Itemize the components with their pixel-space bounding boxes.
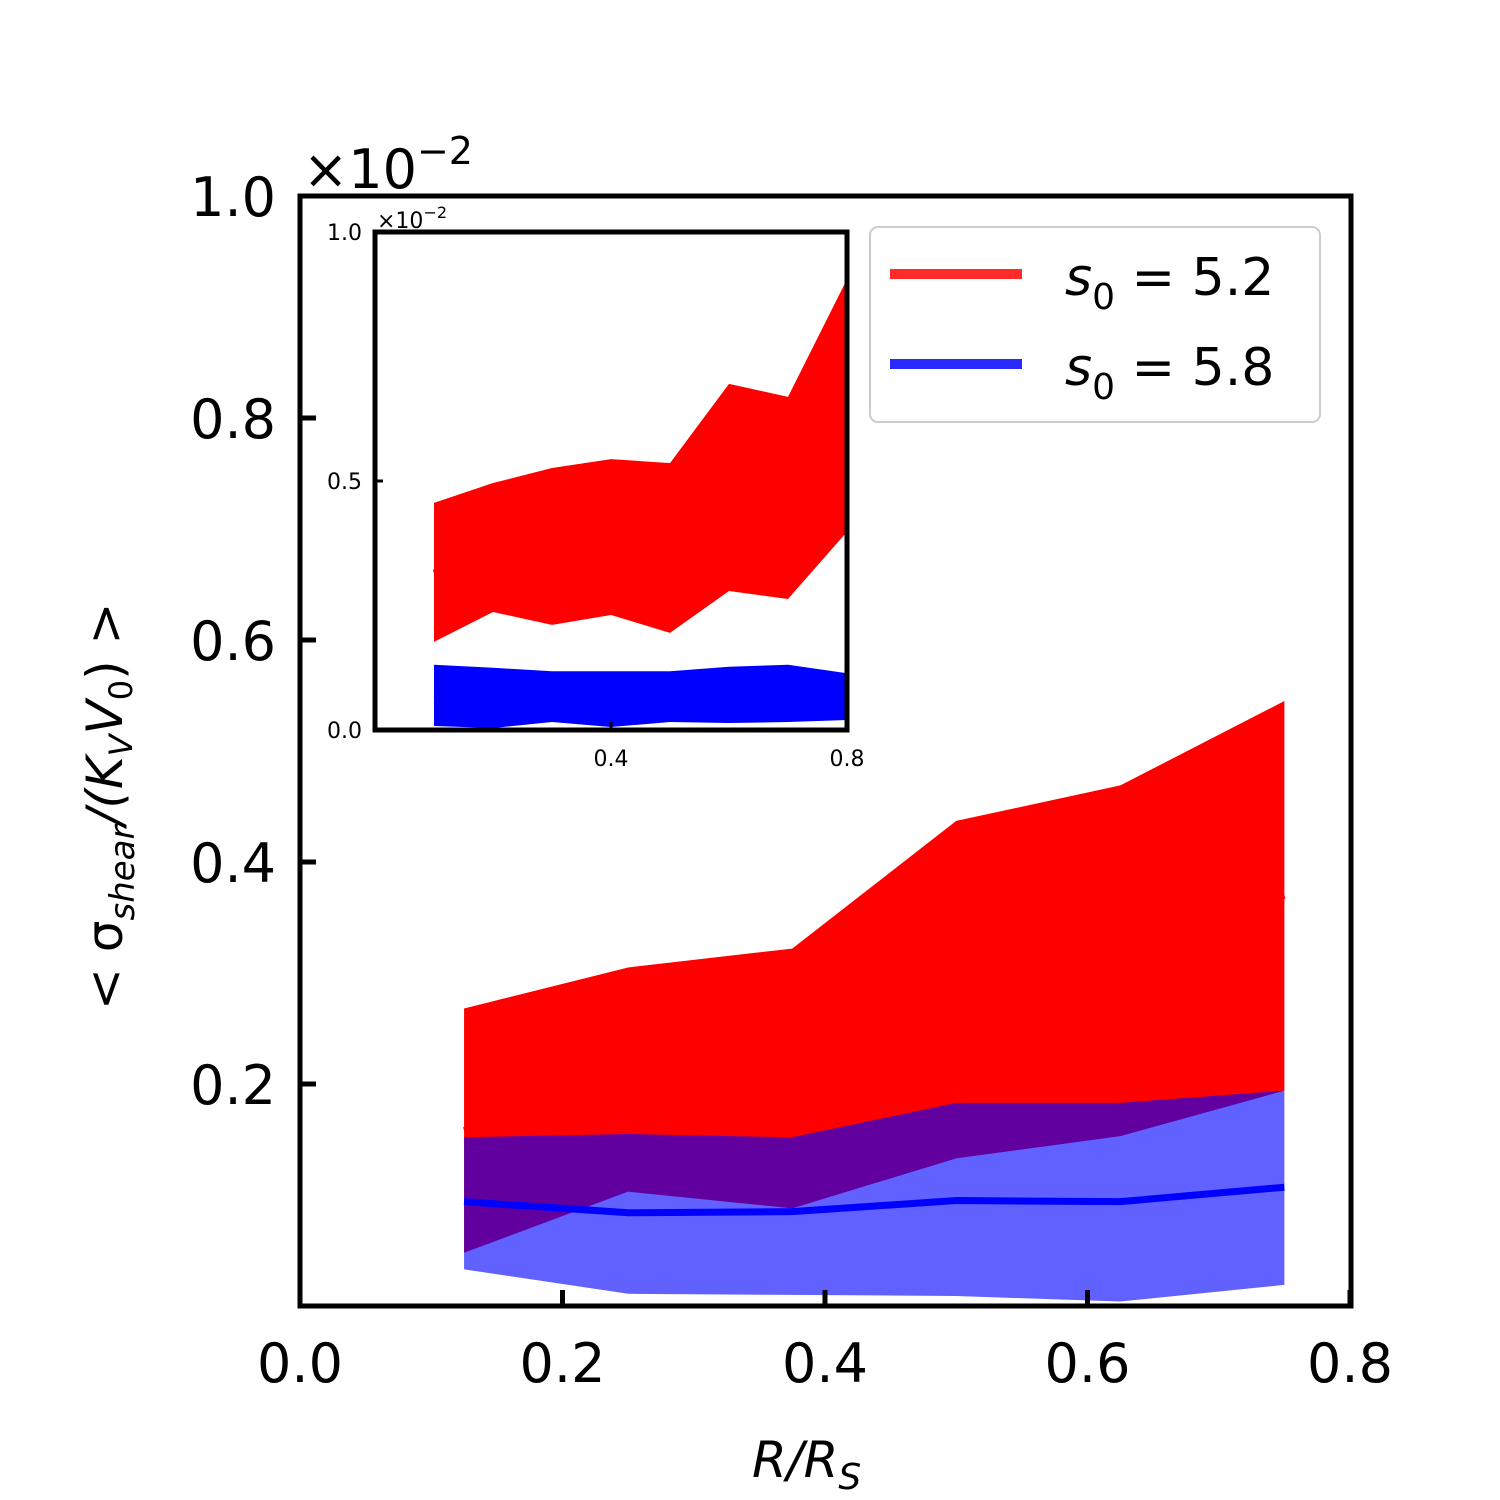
legend-label-s0-5.2: s0 = 5.2 — [1065, 248, 1274, 318]
x-tick-label: 0.2 — [520, 1332, 606, 1395]
main-bands — [463, 701, 1286, 1302]
y-axis-label: < σshear/(KVV0) > — [76, 603, 143, 1010]
inset-ticks: 0.4 0.8 0.0 0.5 1.0 — [327, 221, 865, 772]
legend-label-s0-5.8: s0 = 5.8 — [1065, 338, 1274, 408]
y-tick-label: 0.6 — [190, 610, 276, 673]
x-tick-label: 0.0 — [257, 1332, 343, 1395]
y-tick-label: 0.2 — [190, 1054, 276, 1117]
x-tick-label: 0.6 — [1045, 1332, 1131, 1395]
legend: s0 = 5.2 s0 = 5.8 — [869, 226, 1321, 423]
inset-x-tick-label: 0.8 — [830, 747, 865, 772]
inset-y-tick-label: 0.5 — [327, 470, 362, 495]
x-axis-label: R/RS — [752, 1431, 861, 1498]
main-plot-area: 0.0 0.2 0.4 0.6 0.8 0.2 0.4 0.6 0.8 1.0 — [190, 166, 1393, 1395]
band-s0-5.2 — [434, 279, 847, 642]
x-tick-label: 0.8 — [1307, 1332, 1393, 1395]
main-offset-label: ×10−2 — [303, 129, 473, 201]
band-s0-5.8 — [464, 1090, 1285, 1302]
band-s0-5.8 — [434, 664, 847, 729]
legend-item-s0-5.8[interactable]: s0 = 5.8 — [890, 338, 1274, 408]
y-tick-label: 0.8 — [190, 388, 276, 451]
inset-x-tick-label: 0.4 — [594, 747, 629, 772]
inset-bands — [432, 279, 847, 729]
inset-y-tick-label: 0.0 — [327, 719, 362, 744]
y-tick-label: 0.4 — [190, 832, 276, 895]
inset-y-tick-label: 1.0 — [327, 221, 362, 246]
y-tick-label: 1.0 — [190, 166, 276, 229]
x-tick-label: 0.4 — [782, 1332, 868, 1395]
main-ticks: 0.0 0.2 0.4 0.6 0.8 0.2 0.4 0.6 0.8 1.0 — [190, 166, 1393, 1395]
legend-item-s0-5.2[interactable]: s0 = 5.2 — [890, 248, 1274, 318]
inset-plot-area: 0.4 0.8 0.0 0.5 1.0 ×10−2 — [327, 203, 865, 772]
inset-offset-label: ×10−2 — [377, 203, 447, 234]
